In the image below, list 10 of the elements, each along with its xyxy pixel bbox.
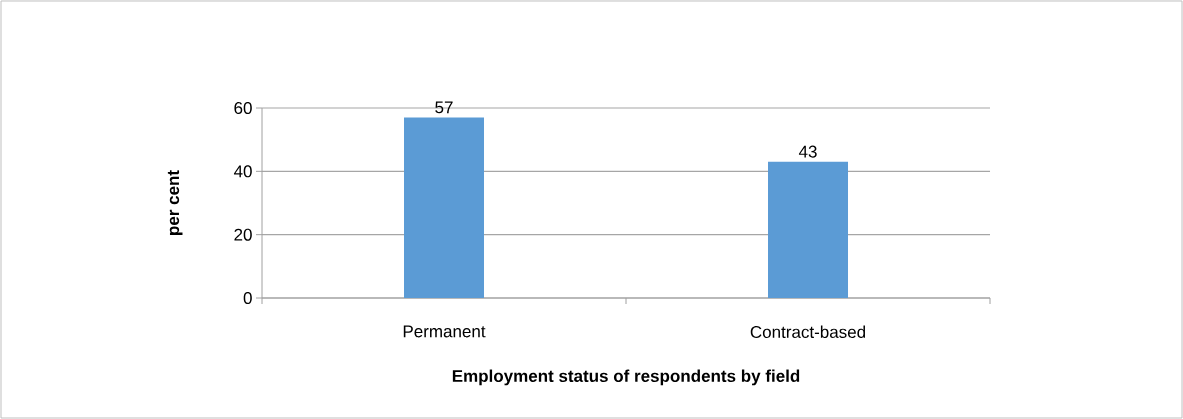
y-tick-label: 0 [243, 291, 252, 305]
y-axis-title: per cent [167, 170, 183, 235]
data-label: 43 [798, 145, 817, 158]
data-label: 57 [435, 101, 453, 114]
y-tick-label: 20 [234, 228, 252, 241]
x-axis-title: Employment status of respondents by field [452, 369, 800, 386]
x-tick-label: Permanent [403, 325, 486, 338]
y-tick-label: 60 [234, 101, 252, 115]
x-tick-label: Contract-based [750, 325, 866, 339]
y-tick-label: 40 [233, 165, 252, 178]
